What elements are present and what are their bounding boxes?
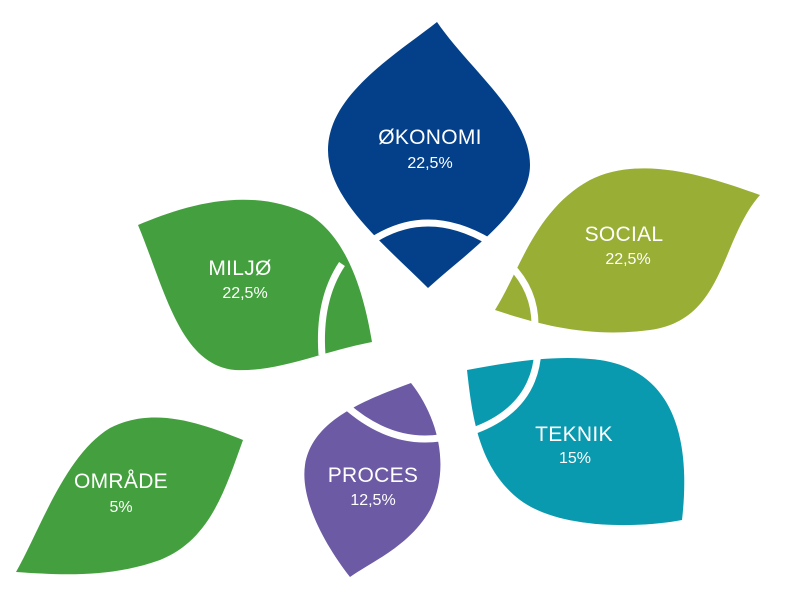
leaf-okonomi-value: 22,5% xyxy=(407,155,452,172)
leaf-miljo-shape xyxy=(138,199,372,371)
leaf-miljo: MILJØ 22,5% xyxy=(138,199,372,371)
leaf-proces: PROCES 12,5% xyxy=(304,383,441,577)
leaf-teknik-value: 15% xyxy=(559,450,591,467)
leaf-proces-label: PROCES xyxy=(328,464,419,487)
leaf-social-shape xyxy=(495,168,760,333)
leaf-teknik: TEKNIK 15% xyxy=(467,349,685,526)
leaf-okonomi-inner-arc xyxy=(371,219,492,246)
leaf-omrade-label: OMRÅDE xyxy=(74,470,168,493)
leaf-proces-value: 12,5% xyxy=(350,492,395,509)
leaf-okonomi-label: ØKONOMI xyxy=(378,126,482,149)
leaf-miljo-label: MILJØ xyxy=(208,257,271,280)
leaf-okonomi: ØKONOMI 22,5% xyxy=(328,22,530,288)
leaf-miljo-value: 22,5% xyxy=(222,285,267,302)
leaf-social-inner-arc xyxy=(507,262,539,326)
leaf-omrade: OMRÅDE 5% xyxy=(16,417,243,575)
leaf-okonomi-shape xyxy=(328,22,530,288)
leaf-teknik-inner-arc xyxy=(468,349,542,436)
leaf-social-value: 22,5% xyxy=(605,251,650,268)
leaf-omrade-shape xyxy=(16,417,243,575)
leaf-teknik-label: TEKNIK xyxy=(535,423,613,446)
leaf-miljo-inner-arc xyxy=(317,262,345,356)
leaf-proces-inner-arc xyxy=(342,402,441,443)
leaf-social-label: SOCIAL xyxy=(585,223,664,246)
leaf-proces-shape xyxy=(304,383,441,577)
leaf-omrade-value: 5% xyxy=(109,499,132,516)
leaf-social: SOCIAL 22,5% xyxy=(495,168,760,333)
